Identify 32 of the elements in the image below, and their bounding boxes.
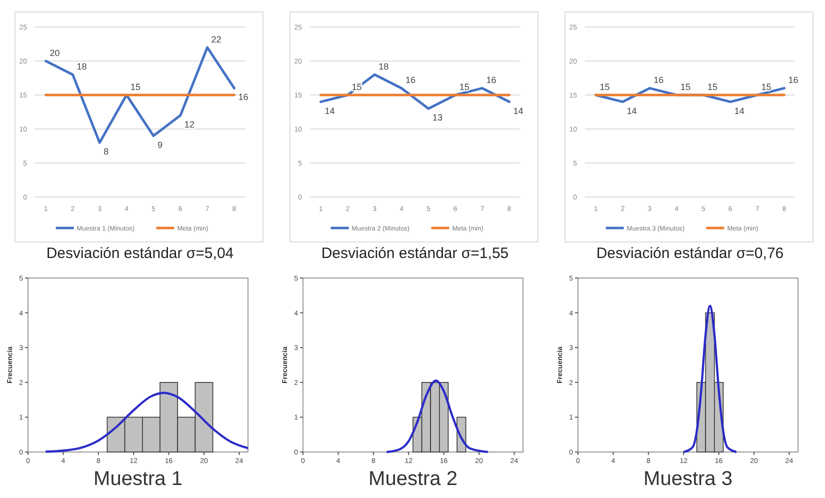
data-label: 13	[432, 112, 442, 123]
data-label: 16	[238, 92, 248, 102]
data-label: 14	[626, 106, 637, 116]
data-label: 16	[654, 75, 664, 86]
x-axis-title: Muestra 1	[94, 468, 182, 490]
data-label: 15	[761, 82, 772, 92]
text: Desviación estándar σ=5,04	[46, 245, 234, 262]
data-label: 15	[600, 82, 610, 92]
data-label: 12	[184, 119, 194, 130]
data-label: 15	[707, 82, 718, 92]
data-label: 15	[459, 82, 470, 92]
data-label: 14	[734, 106, 744, 116]
line-series	[44, 392, 250, 453]
data-label: 16	[406, 75, 416, 86]
data-label: 15	[680, 82, 691, 92]
data-label: 16	[788, 75, 798, 86]
data-label: 16	[486, 75, 496, 86]
line-series	[386, 380, 489, 454]
line-series	[682, 304, 738, 454]
text: Desviación estándar σ=0,76	[596, 245, 784, 262]
data-label: 14	[324, 106, 335, 116]
data-label: 9	[157, 140, 162, 150]
x-axis-title: Muestra 2	[368, 468, 458, 490]
data-label: 20	[50, 48, 60, 58]
data-label: 14	[513, 106, 524, 116]
x-axis-title: Muestra 3	[644, 468, 732, 490]
data-label: 18	[76, 62, 87, 72]
data-label: 15	[130, 82, 141, 92]
data-label: 22	[211, 34, 222, 44]
data-label: 18	[378, 62, 389, 72]
text: Desviación estándar σ=1,55	[321, 245, 509, 262]
data-label: 8	[104, 146, 109, 157]
